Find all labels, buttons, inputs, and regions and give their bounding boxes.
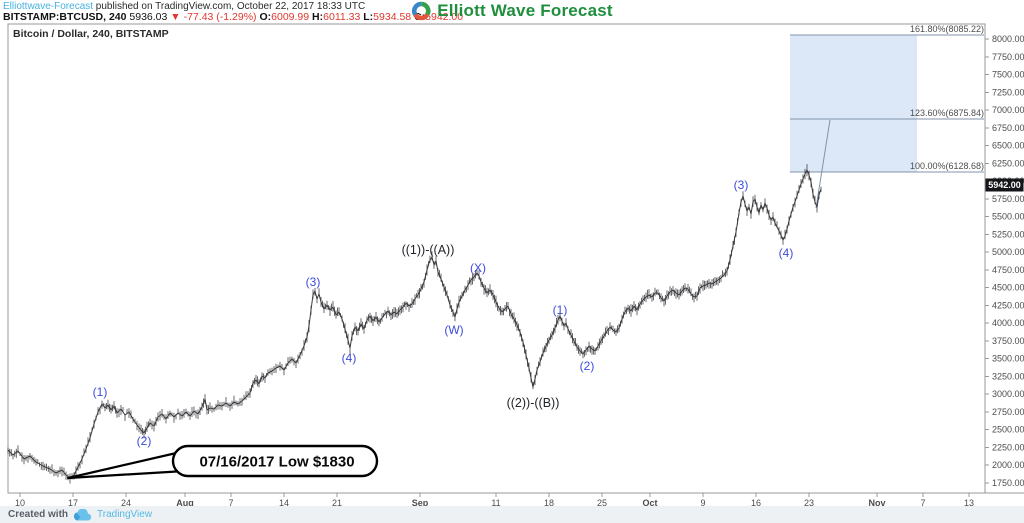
open-label: O: bbox=[259, 11, 272, 23]
time-tick-label: 18 bbox=[544, 498, 554, 508]
wave-label: ((2))-((B)) bbox=[507, 396, 560, 410]
symbol-name: BITSTAMP:BTCUSD, 240 bbox=[3, 11, 127, 23]
time-tick-label: 9 bbox=[700, 498, 705, 508]
price-tick-label: 2000.00 bbox=[992, 460, 1024, 470]
wave-label: ((1))-((A)) bbox=[402, 243, 455, 257]
price-tick-label: 4250.00 bbox=[992, 300, 1024, 310]
time-tick-label: Nov bbox=[868, 498, 885, 508]
wave-label: (W) bbox=[444, 323, 463, 337]
price-tick-label: 2750.00 bbox=[992, 407, 1024, 417]
wave-label: (3) bbox=[306, 275, 321, 289]
price-tick-label: 7500.00 bbox=[992, 70, 1024, 80]
price-tick-label: 3000.00 bbox=[992, 389, 1024, 399]
time-tick-label: Sep bbox=[412, 498, 429, 508]
wave-label: (4) bbox=[779, 246, 794, 260]
time-tick-label: 10 bbox=[15, 498, 25, 508]
price-tick-label: 5250.00 bbox=[992, 229, 1024, 239]
publication-info: Elliottwave-Forecast published on Tradin… bbox=[3, 1, 463, 23]
wave-label: (3) bbox=[734, 178, 749, 192]
price-tick-label: 6250.00 bbox=[992, 158, 1024, 168]
price-tick-label: 7250.00 bbox=[992, 87, 1024, 97]
price-tick-label: 3250.00 bbox=[992, 371, 1024, 381]
fib-level-label: 161.80%(8085.22) bbox=[910, 24, 984, 34]
price-tick-label: 3750.00 bbox=[992, 336, 1024, 346]
current-price-badge bbox=[985, 178, 1024, 192]
price-tick-label: 6750.00 bbox=[992, 123, 1024, 133]
current-price-label: 5942.00 bbox=[988, 180, 1021, 190]
price-tick-label: 3500.00 bbox=[992, 354, 1024, 364]
price-change: ▼ -77.43 (-1.29%) bbox=[170, 11, 257, 23]
chart-legend: Bitcoin / Dollar, 240, BITSTAMP bbox=[13, 28, 169, 40]
tradingview-cloud-icon bbox=[73, 508, 92, 521]
published-line: Elliottwave-Forecast published on Tradin… bbox=[3, 1, 463, 12]
price-tick-label: 1750.00 bbox=[992, 478, 1024, 488]
time-tick-label: 25 bbox=[597, 498, 607, 508]
last-price: 5936.03 bbox=[129, 11, 168, 23]
price-tick-label: 4750.00 bbox=[992, 265, 1024, 275]
time-tick-label: 11 bbox=[491, 498, 500, 508]
price-tick-label: 6500.00 bbox=[992, 141, 1024, 151]
callout-text: 07/16/2017 Low $1830 bbox=[199, 454, 354, 471]
time-tick-label: 14 bbox=[279, 498, 289, 508]
price-tick-label: 5500.00 bbox=[992, 212, 1024, 222]
brand-name: Elliott Wave Forecast bbox=[437, 1, 613, 20]
elliott-wave-forecast-logo: Elliott Wave Forecast bbox=[411, 1, 613, 21]
price-tick-label: 5000.00 bbox=[992, 247, 1024, 257]
time-tick-label: 24 bbox=[121, 498, 131, 508]
price-tick-label: 4500.00 bbox=[992, 283, 1024, 293]
price-tick-label: 5750.00 bbox=[992, 194, 1024, 204]
projection-line bbox=[815, 119, 831, 209]
published-text: published on TradingView.com, October 22… bbox=[93, 1, 366, 12]
low-label: L: bbox=[363, 11, 374, 23]
price-tick-label: 4000.00 bbox=[992, 318, 1024, 328]
time-tick-label: 21 bbox=[332, 498, 342, 508]
time-tick-label: 16 bbox=[751, 498, 761, 508]
time-tick-label: Aug bbox=[176, 498, 194, 508]
fib-level-label: 100.00%(6128.68) bbox=[910, 161, 984, 171]
time-tick-label: Oct bbox=[642, 498, 657, 508]
time-tick-label: 17 bbox=[68, 498, 78, 508]
fib-level-label: 123.60%(6875.84) bbox=[910, 108, 984, 118]
time-tick-label: 13 bbox=[964, 498, 974, 508]
fib-extension-box bbox=[790, 35, 917, 172]
price-tick-label: 2250.00 bbox=[992, 442, 1024, 452]
footer-bar: Created with TradingView bbox=[0, 506, 1024, 523]
price-tick-label: 7000.00 bbox=[992, 105, 1024, 115]
time-tick-label: 7 bbox=[920, 498, 925, 508]
open-value: 6009.99 bbox=[271, 11, 310, 23]
high-value: 6011.33 bbox=[323, 11, 361, 23]
wave-label: (4) bbox=[342, 351, 357, 365]
wave-label: (2) bbox=[137, 434, 152, 448]
wave-label: (1) bbox=[553, 303, 568, 317]
callout-balloon bbox=[171, 444, 379, 478]
publisher-link[interactable]: Elliottwave-Forecast bbox=[3, 1, 94, 12]
wave-label: (1) bbox=[93, 385, 108, 399]
swirl-logo-icon bbox=[411, 1, 431, 21]
chart-header: Elliottwave-Forecast published on Tradin… bbox=[0, 0, 1024, 24]
created-with-text: Created with bbox=[8, 509, 69, 520]
wave-label: (2) bbox=[580, 359, 595, 373]
symbol-line: BITSTAMP:BTCUSD, 240 5936.03 ▼ -77.43 (-… bbox=[3, 12, 463, 23]
wave-label: (X) bbox=[470, 261, 486, 275]
price-tick-label: 8000.00 bbox=[992, 34, 1024, 44]
close-value: 5942.00 bbox=[425, 11, 464, 23]
price-tick-label: 2500.00 bbox=[992, 425, 1024, 435]
price-bars-texture bbox=[7, 164, 822, 484]
time-tick-label: 7 bbox=[228, 498, 233, 508]
time-axis[interactable] bbox=[0, 494, 1024, 508]
high-label: H: bbox=[312, 11, 324, 23]
low-value: 5934.58 bbox=[373, 11, 412, 23]
time-tick-label: 23 bbox=[804, 498, 814, 508]
price-tick-label: 7750.00 bbox=[992, 52, 1024, 62]
tradingview-link[interactable]: TradingView bbox=[97, 509, 153, 520]
price-axis[interactable] bbox=[985, 24, 1024, 493]
